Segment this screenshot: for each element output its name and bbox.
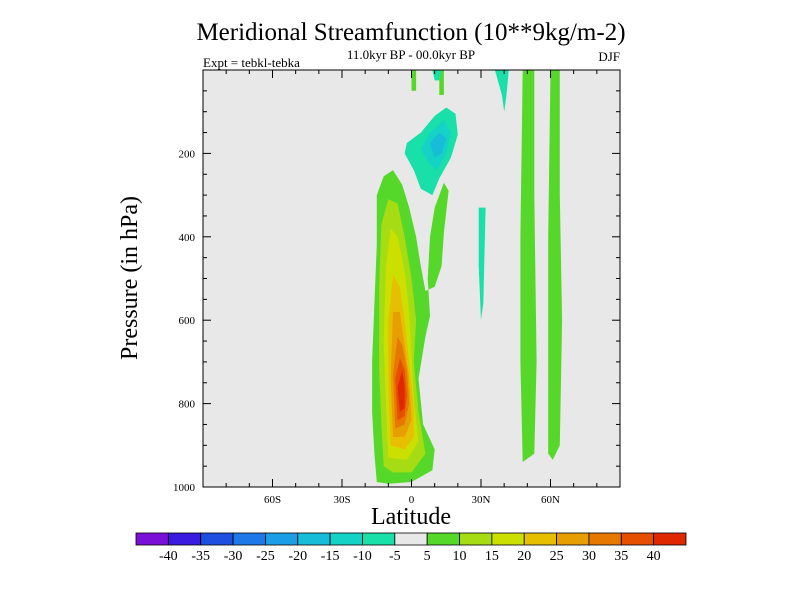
contour-5-midlat-strip — [548, 70, 563, 460]
contour-neg5-nh-subtropics-strip — [494, 70, 509, 112]
colorbar-label: -35 — [191, 549, 210, 564]
x-tick-label: 30N — [472, 494, 491, 506]
colorbar-swatch — [588, 532, 622, 546]
colorbar-swatch — [329, 532, 363, 546]
colorbar: -40 -35 -30 -25 -20 -15 -10 -5 5 10 15 20 25 30 35 40 — [135, 532, 687, 564]
contour-5-nh-upper-strip — [411, 70, 417, 91]
colorbar-swatch — [167, 532, 202, 546]
colorbar-swatch — [426, 532, 460, 546]
y-tick-label: 400 — [179, 232, 196, 244]
colorbar-swatch — [491, 532, 525, 546]
colorbar-swatch — [459, 532, 493, 546]
chart-subtitle: 11.0kyr BP - 00.0kyr BP — [347, 47, 475, 62]
colorbar-swatch — [523, 532, 557, 546]
colorbar-label: 20 — [517, 549, 531, 564]
contour-fills — [372, 70, 563, 484]
contour-40-main-core — [397, 370, 405, 412]
chart-title: Meridional Streamfunction (10**9kg/m-2) — [196, 19, 625, 46]
colorbar-swatch — [265, 532, 299, 546]
colorbar-label: 30 — [582, 549, 596, 564]
colorbar-label: 5 — [424, 549, 431, 564]
colorbar-swatch — [135, 532, 169, 546]
colorbar-label: 25 — [550, 549, 564, 564]
colorbar-label: 35 — [614, 549, 628, 564]
colorbar-label: 10 — [453, 549, 467, 564]
colorbar-label: 15 — [485, 549, 499, 564]
colorbar-label: -15 — [321, 549, 340, 564]
colorbar-swatch — [556, 532, 590, 546]
contour-neg5-nh-30n-strip — [478, 207, 486, 321]
y-tick-label: 1000 — [173, 482, 196, 494]
colorbar-label: 40 — [647, 549, 661, 564]
x-tick-label: 30S — [333, 494, 350, 506]
y-tick-label: 200 — [179, 148, 196, 160]
colorbar-swatch — [620, 532, 655, 546]
contour-5-subtropics-strip — [520, 70, 537, 462]
x-tick-label: 60S — [264, 494, 281, 506]
colorbar-swatch — [394, 532, 428, 546]
colorbar-swatch — [297, 532, 331, 546]
y-axis-label: Pressure (in hPa) — [117, 196, 143, 360]
colorbar-label: -20 — [288, 549, 307, 564]
colorbar-label: -25 — [256, 549, 275, 564]
colorbar-label: -40 — [159, 549, 178, 564]
experiment-label: Expt = tebkl-tebka — [203, 55, 300, 70]
colorbar-label: -5 — [389, 549, 401, 564]
x-axis-label: Latitude — [371, 504, 451, 530]
contour-5-tropics-upper-strip — [439, 70, 444, 95]
x-tick-label: 0 — [409, 494, 415, 506]
colorbar-swatch — [200, 532, 234, 546]
contour-neg15-upper-eq-inner — [430, 132, 447, 158]
season-label: DJF — [598, 49, 620, 64]
y-tick-label: 600 — [179, 315, 196, 327]
y-tick-label: 800 — [179, 399, 196, 411]
colorbar-swatch — [362, 532, 396, 546]
x-tick-label: 60N — [541, 494, 560, 506]
colorbar-swatch — [653, 532, 687, 546]
axis-ticks: 60S 30S 0 30N 60N 200 400 600 800 1000 — [173, 70, 620, 506]
colorbar-label: -10 — [353, 549, 372, 564]
colorbar-swatch — [232, 532, 266, 546]
colorbar-label: -30 — [224, 549, 243, 564]
